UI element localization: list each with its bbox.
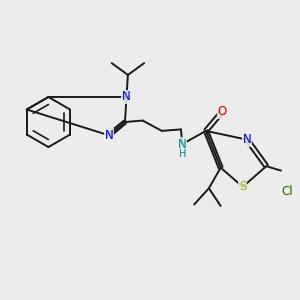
Text: N: N: [243, 133, 251, 146]
Text: N: N: [178, 138, 187, 151]
Text: N: N: [178, 138, 187, 151]
Text: N: N: [104, 129, 113, 142]
Text: H: H: [179, 149, 186, 159]
Text: N: N: [122, 91, 131, 103]
Text: S: S: [239, 180, 246, 193]
Text: O: O: [218, 105, 227, 118]
Text: N: N: [243, 133, 251, 146]
Text: N: N: [122, 91, 131, 103]
Text: Cl: Cl: [281, 185, 293, 198]
Text: S: S: [239, 180, 246, 193]
Text: Cl: Cl: [281, 185, 293, 198]
Text: O: O: [218, 105, 227, 118]
Text: N: N: [104, 129, 113, 142]
Text: H: H: [179, 149, 186, 159]
